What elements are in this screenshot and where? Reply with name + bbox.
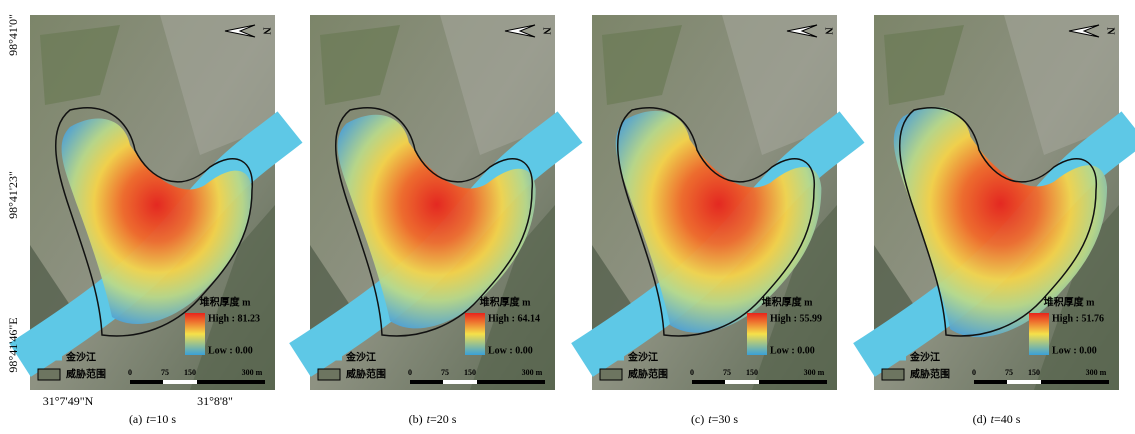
caption-label: (d) xyxy=(973,412,987,426)
scale-label: 0 xyxy=(690,368,694,377)
scale-label: 150 xyxy=(746,368,758,377)
longitude-label: 98°41'23" xyxy=(6,171,20,219)
threat-legend-label: 威胁范围 xyxy=(910,367,950,380)
panel-caption: (d)t=40 s xyxy=(973,412,1021,426)
threat-legend-label: 威胁范围 xyxy=(628,367,668,380)
caption-value: =10 s xyxy=(150,412,177,426)
legend-high: High : 51.76 xyxy=(1052,313,1104,324)
panel-caption: (b)t=20 s xyxy=(409,412,457,426)
latitude-label: 31°8'8" xyxy=(197,394,233,408)
threat-legend-symbol xyxy=(318,369,340,380)
scale-label: 300 m xyxy=(1086,368,1107,377)
scale-label: 75 xyxy=(161,368,169,377)
caption-value: =20 s xyxy=(430,412,457,426)
longitude-label: 98°41'0" xyxy=(6,14,20,56)
legend-low: Low : 0.00 xyxy=(770,345,815,356)
north-label: N xyxy=(261,27,272,35)
threat-legend-label: 威胁范围 xyxy=(66,367,106,380)
scale-label: 75 xyxy=(1005,368,1013,377)
scale-bar xyxy=(974,380,1109,384)
north-label: N xyxy=(541,27,552,35)
figure: N 堆积厚度 m High : 81.23 Low : 0.00 金沙江威胁范围 0 75 1… xyxy=(0,0,1135,434)
legend-high: High : 81.23 xyxy=(208,313,260,324)
legend-low: Low : 0.00 xyxy=(208,345,253,356)
scale-label: 300 m xyxy=(522,368,543,377)
color-bar xyxy=(1029,313,1049,355)
caption-label: (b) xyxy=(409,412,423,426)
scale-bar xyxy=(692,380,827,384)
north-label: N xyxy=(1105,27,1116,35)
scale-label: 150 xyxy=(464,368,476,377)
panel-caption: (a)t=10 s xyxy=(129,412,176,426)
threat-legend-label: 威胁范围 xyxy=(346,367,386,380)
scale-bar-segment xyxy=(1007,380,1041,384)
river-legend-label: 金沙江 xyxy=(909,350,940,363)
caption-label: (a) xyxy=(129,412,142,426)
legend-title: 堆积厚度 m xyxy=(480,295,531,308)
north-label: N xyxy=(823,27,834,35)
river-legend-label: 金沙江 xyxy=(65,350,96,363)
legend-low: Low : 0.00 xyxy=(488,345,533,356)
scale-label: 75 xyxy=(723,368,731,377)
scale-label: 300 m xyxy=(242,368,263,377)
panel-caption: (c)t=30 s xyxy=(691,412,738,426)
caption-label: (c) xyxy=(691,412,704,426)
scale-label: 150 xyxy=(1028,368,1040,377)
threat-legend-symbol xyxy=(882,369,904,380)
scale-label: 0 xyxy=(128,368,132,377)
color-bar xyxy=(747,313,767,355)
scale-label: 300 m xyxy=(804,368,825,377)
longitude-label: 98°41'46"E xyxy=(6,317,20,372)
threat-legend-symbol xyxy=(38,369,60,380)
scale-label: 150 xyxy=(184,368,196,377)
scale-bar-segment xyxy=(163,380,197,384)
caption-value: =40 s xyxy=(994,412,1021,426)
legend-title: 堆积厚度 m xyxy=(762,295,813,308)
caption-value: =30 s xyxy=(712,412,739,426)
scale-bar-segment xyxy=(443,380,477,384)
legend-high: High : 64.14 xyxy=(488,313,540,324)
color-bar xyxy=(465,313,485,355)
latitude-label: 31°7'49"N xyxy=(43,394,94,408)
river-legend-label: 金沙江 xyxy=(627,350,658,363)
legend-title: 堆积厚度 m xyxy=(200,295,251,308)
legend-title: 堆积厚度 m xyxy=(1044,295,1096,308)
threat-legend-symbol xyxy=(600,369,622,380)
legend-high: High : 55.99 xyxy=(770,313,822,324)
scale-label: 0 xyxy=(408,368,412,377)
scale-bar-segment xyxy=(725,380,759,384)
river-legend-label: 金沙江 xyxy=(345,350,376,363)
scale-bar xyxy=(130,380,265,384)
scale-label: 0 xyxy=(972,368,976,377)
color-bar xyxy=(185,313,205,355)
legend-low: Low : 0.00 xyxy=(1052,345,1097,356)
scale-bar xyxy=(410,380,545,384)
scale-label: 75 xyxy=(441,368,449,377)
